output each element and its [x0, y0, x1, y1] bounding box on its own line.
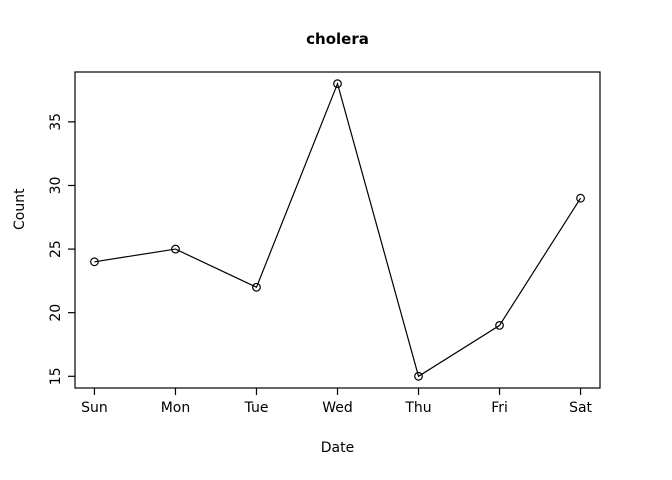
y-tick-label: 30 [48, 177, 64, 195]
x-tick-label: Tue [244, 400, 269, 416]
data-point-marker [495, 321, 504, 330]
x-tick-label: Sat [569, 400, 592, 416]
data-point-marker [414, 371, 423, 381]
x-tick-label: Fri [491, 400, 508, 416]
series-line [94, 81, 582, 378]
y-tick-label: 20 [48, 304, 64, 322]
x-tick-label: Sun [81, 400, 108, 416]
data-point-marker [333, 79, 342, 89]
y-tick-label: 15 [48, 367, 64, 385]
data-point-marker [576, 193, 585, 203]
data-point-marker [90, 257, 99, 267]
y-tick-label: 25 [48, 240, 64, 258]
y-tick-label: 35 [48, 113, 64, 131]
x-tick-label: Wed [322, 400, 353, 416]
x-tick-label: Mon [161, 400, 191, 416]
x-tick-label: Thu [404, 400, 431, 416]
data-point-marker [171, 244, 180, 254]
x-axis-title: Date [320, 440, 355, 456]
data-point-marker [252, 282, 261, 292]
chart-title: cholera [306, 30, 369, 48]
plot-border [74, 71, 601, 389]
